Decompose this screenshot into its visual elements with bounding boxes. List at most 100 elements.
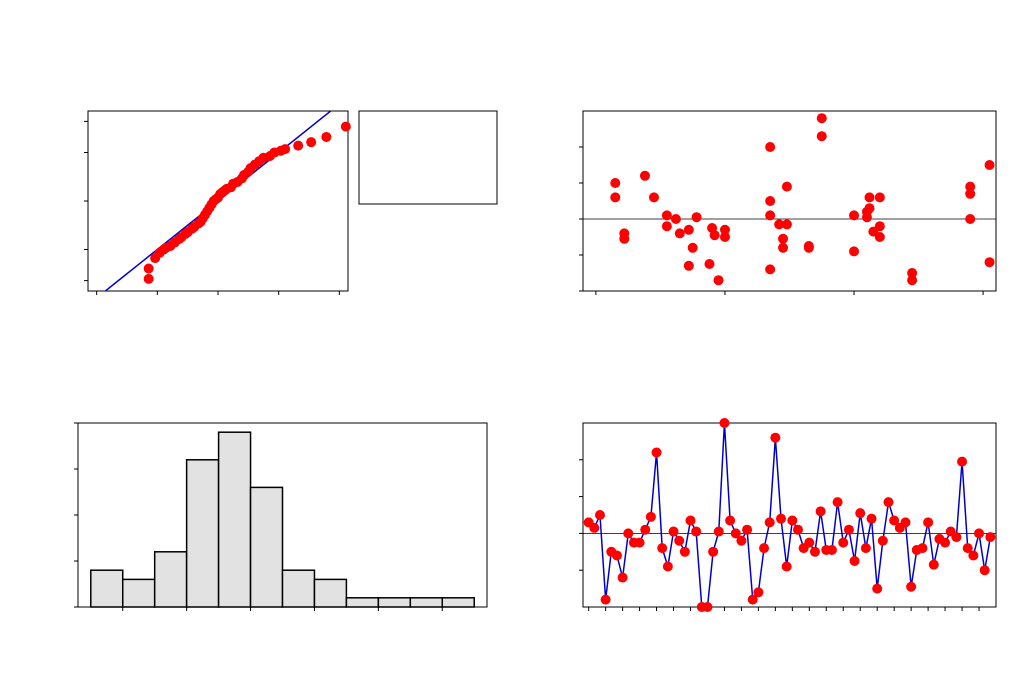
probability-point-44 <box>321 131 332 142</box>
probability-point-45 <box>340 121 351 132</box>
fits-point-16 <box>709 230 720 241</box>
legend-box <box>358 110 498 205</box>
fits-point-6 <box>661 210 672 221</box>
fits-point-0 <box>610 178 621 188</box>
fits-point-42 <box>874 232 885 242</box>
order-point-51 <box>872 583 883 594</box>
order-point-43 <box>826 544 837 555</box>
order-point-7 <box>623 528 634 539</box>
fits-point-5 <box>648 192 659 203</box>
fits-point-23 <box>765 264 776 275</box>
order-point-19 <box>691 526 702 537</box>
histogram-bar-5 <box>249 486 284 608</box>
order-point-56 <box>900 517 911 528</box>
order-point-41 <box>815 506 826 517</box>
histogram-bar-10 <box>409 597 444 608</box>
fits-point-1 <box>610 192 621 203</box>
order-point-33 <box>770 432 781 443</box>
fits-point-40 <box>874 192 885 203</box>
fits-point-27 <box>781 181 792 192</box>
order-point-50 <box>866 513 877 524</box>
fits-point-46 <box>965 188 976 199</box>
fits-point-37 <box>864 192 875 203</box>
order-point-17 <box>679 546 690 557</box>
histogram-bar-8 <box>345 597 380 608</box>
probability-point-1 <box>143 263 154 274</box>
residuals-vs-fits-frame <box>582 110 997 292</box>
histogram-bar-3 <box>185 459 220 608</box>
order-point-57 <box>906 581 917 592</box>
order-point-39 <box>804 537 815 548</box>
fits-point-22 <box>765 210 776 221</box>
order-point-53 <box>883 497 894 508</box>
fits-point-43 <box>907 275 918 286</box>
histogram-bar-7 <box>313 578 348 608</box>
order-point-25 <box>725 515 736 526</box>
order-point-54 <box>889 515 900 526</box>
order-point-32 <box>764 517 775 528</box>
order-point-9 <box>634 537 645 548</box>
fits-point-24 <box>774 219 785 230</box>
order-point-21 <box>702 602 713 612</box>
order-point-47 <box>849 556 860 566</box>
histogram-bar-6 <box>281 569 316 608</box>
order-point-34 <box>776 513 787 524</box>
fits-point-32 <box>816 131 827 142</box>
residuals-vs-fits-panel <box>579 110 997 295</box>
order-point-35 <box>781 561 792 572</box>
order-point-65 <box>951 532 962 543</box>
histogram-panel <box>74 422 488 611</box>
order-point-66 <box>957 456 968 467</box>
order-point-30 <box>753 587 764 598</box>
order-point-13 <box>657 543 668 554</box>
order-point-37 <box>792 524 803 535</box>
order-point-29 <box>747 594 758 605</box>
order-point-5 <box>611 550 622 561</box>
order-point-2 <box>594 510 605 520</box>
fits-point-18 <box>719 224 730 235</box>
probability-point-41 <box>280 144 291 155</box>
fits-point-13 <box>691 212 702 223</box>
order-point-61 <box>928 559 939 570</box>
fits-point-3 <box>619 233 630 244</box>
fits-point-33 <box>849 210 860 221</box>
order-point-26 <box>730 528 741 539</box>
order-point-16 <box>674 535 685 546</box>
order-point-60 <box>923 517 934 528</box>
histogram-bar-2 <box>153 551 188 608</box>
fits-point-4 <box>639 170 650 181</box>
histogram-bar-0 <box>90 569 124 608</box>
fits-point-26 <box>778 242 789 253</box>
order-point-12 <box>651 447 662 458</box>
histogram-bar-4 <box>217 431 252 608</box>
fits-point-36 <box>861 212 872 223</box>
order-point-48 <box>855 508 866 519</box>
order-point-59 <box>917 543 928 554</box>
histogram-bar-9 <box>377 597 412 608</box>
order-point-23 <box>713 526 724 537</box>
fits-point-20 <box>765 142 776 152</box>
residuals-vs-order-frame <box>582 422 997 608</box>
order-point-6 <box>617 572 628 583</box>
order-point-52 <box>877 535 888 546</box>
fits-point-49 <box>984 257 995 268</box>
probability-plot-panel <box>84 110 498 295</box>
order-point-45 <box>838 537 849 548</box>
order-point-22 <box>708 546 719 557</box>
order-point-46 <box>843 524 854 535</box>
order-point-15 <box>668 526 679 537</box>
order-point-10 <box>640 524 651 535</box>
order-point-18 <box>685 515 696 526</box>
order-point-70 <box>979 565 990 576</box>
order-point-14 <box>662 561 673 572</box>
fits-point-21 <box>765 196 776 206</box>
order-point-1 <box>589 522 600 533</box>
order-point-71 <box>985 532 996 543</box>
fits-point-34 <box>849 246 860 257</box>
order-point-24 <box>719 418 730 428</box>
fits-point-19 <box>719 232 730 242</box>
fits-point-31 <box>816 113 827 124</box>
residuals-vs-order-panel <box>579 418 997 612</box>
